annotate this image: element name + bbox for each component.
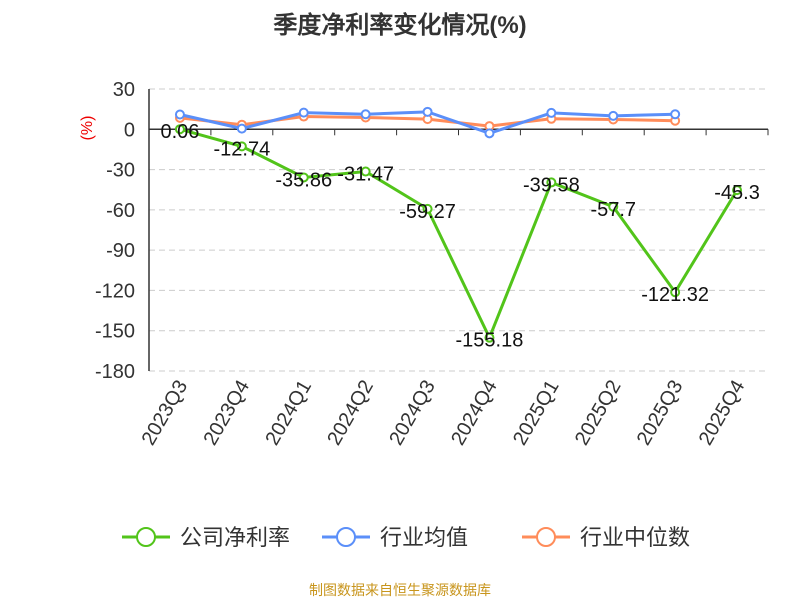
y-tick-label: -150: [95, 321, 135, 343]
data-point: [360, 166, 371, 177]
data-point: [732, 185, 743, 196]
legend-marker-icon: [536, 527, 556, 547]
x-tick-label: 2025Q4: [695, 377, 750, 450]
data-point: [360, 109, 371, 120]
data-point: [484, 128, 495, 139]
series-line-0: [179, 127, 739, 342]
data-label: -155.18: [456, 330, 524, 352]
legend-label: 行业中位数: [580, 525, 690, 550]
data-point: [422, 106, 433, 117]
data-label: -39.58: [523, 174, 580, 196]
x-tick-label: 2023Q3: [138, 377, 193, 450]
x-tick-label: 2024Q4: [447, 377, 502, 450]
chart-title: 季度净利率变化情况(%): [273, 11, 526, 39]
data-point: [670, 109, 681, 120]
x-tick-label: 2025Q3: [633, 377, 688, 450]
data-label: -31.47: [337, 164, 394, 186]
data-point: [298, 172, 309, 183]
data-label: -59.27: [399, 201, 456, 223]
legend-marker-icon: [336, 527, 356, 547]
data-label: -57.7: [590, 199, 636, 221]
y-tick-label: -90: [106, 240, 135, 262]
data-label: -45.3: [714, 182, 760, 204]
data-point: [236, 141, 247, 152]
data-point: [236, 123, 247, 134]
legend-label: 公司净利率: [180, 525, 290, 550]
legend-item: 行业中位数: [522, 525, 690, 550]
legend-item: 公司净利率: [122, 525, 290, 550]
footer-source: 制图数据来自恒生聚源数据库: [309, 582, 491, 598]
data-label: -12.74: [213, 138, 270, 160]
data-point: [546, 107, 557, 118]
data-point: [484, 332, 495, 343]
data-point: [422, 203, 433, 214]
y-tick-label: 30: [113, 79, 135, 101]
data-label: 0.06: [160, 121, 199, 143]
legend-label: 行业均值: [380, 525, 468, 550]
data-label: -35.86: [275, 169, 332, 191]
x-tick-label: 2025Q1: [509, 377, 564, 450]
legend-item: 行业均值: [322, 525, 468, 550]
y-tick-label: -180: [95, 361, 135, 383]
y-axis-label: (%): [79, 116, 96, 141]
legend-marker-icon: [136, 527, 156, 547]
data-point: [608, 110, 619, 121]
y-tick-label: -60: [106, 200, 135, 222]
data-point: [608, 201, 619, 212]
data-label: -121.32: [641, 284, 709, 306]
y-tick-label: 0: [124, 119, 135, 141]
data-point: [174, 109, 185, 120]
y-tick-label: -30: [106, 160, 135, 182]
x-tick-label: 2025Q2: [571, 377, 626, 450]
y-tick-label: -120: [95, 280, 135, 302]
data-point: [546, 177, 557, 188]
x-tick-label: 2024Q3: [385, 377, 440, 450]
x-tick-label: 2024Q1: [261, 377, 316, 450]
data-point: [298, 107, 309, 118]
data-point: [670, 287, 681, 298]
x-tick-label: 2023Q4: [200, 377, 255, 450]
data-point: [174, 124, 185, 135]
x-tick-label: 2024Q2: [323, 377, 378, 450]
